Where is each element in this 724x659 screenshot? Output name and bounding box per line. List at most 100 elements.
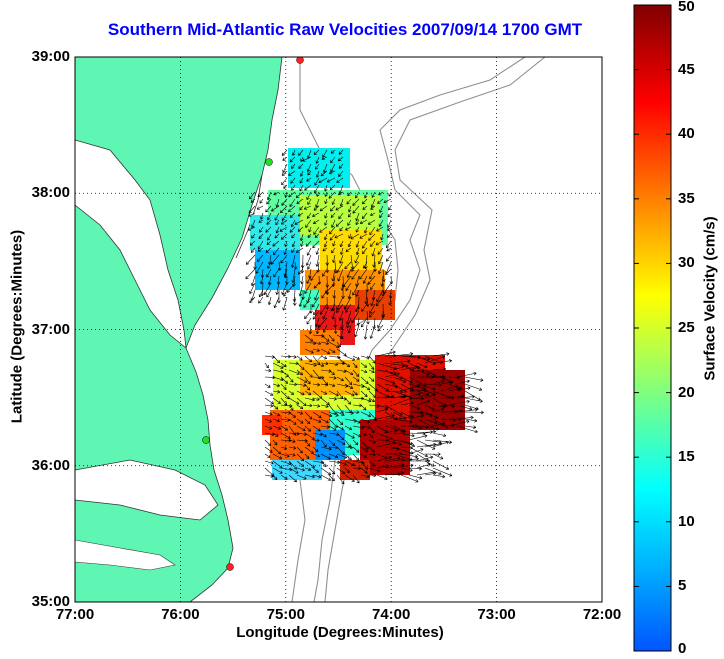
- velocity-arrow: [259, 226, 264, 233]
- velocity-arrow: [351, 268, 360, 280]
- velocity-arrow: [324, 184, 328, 192]
- velocity-arrow: [352, 376, 360, 382]
- velocity-arrow: [356, 317, 361, 326]
- velocity-arrow: [352, 205, 360, 214]
- velocity-arrow: [280, 369, 289, 378]
- velocity-arrow: [280, 205, 288, 214]
- velocity-arrow: [344, 432, 355, 439]
- velocity-arrow: [280, 460, 292, 466]
- velocity-arrow: [369, 324, 376, 339]
- velocity-arrow: [384, 372, 400, 378]
- velocity-arrow: [297, 226, 304, 232]
- velocity-arrow: [296, 474, 307, 480]
- velocity-arrow: [258, 233, 264, 240]
- velocity-arrow: [362, 275, 368, 284]
- velocity-arrow: [336, 361, 346, 366]
- velocity-arrow: [281, 170, 288, 176]
- y-tick-label: 39:00: [31, 48, 70, 65]
- velocity-arrow: [296, 446, 303, 454]
- y-tick-label: 35:00: [31, 593, 70, 610]
- velocity-arrow: [280, 397, 288, 406]
- velocity-arrow: [328, 397, 337, 401]
- velocity-arrow: [367, 219, 376, 225]
- velocity-arrow: [464, 425, 477, 429]
- velocity-arrow: [270, 254, 280, 265]
- velocity-arrow: [264, 425, 273, 430]
- velocity-arrow: [328, 390, 339, 397]
- velocity-arrow: [448, 386, 462, 392]
- velocity-arrow: [313, 205, 320, 211]
- velocity-arrow: [314, 289, 320, 301]
- velocity-arrow: [304, 460, 315, 468]
- velocity-arrow: [456, 371, 477, 378]
- velocity-arrow: [329, 233, 336, 241]
- velocity-arrow: [305, 219, 312, 228]
- velocity-arrow: [280, 432, 291, 439]
- velocity-arrow: [350, 254, 355, 270]
- velocity-arrow: [267, 296, 272, 305]
- velocity-arrow: [432, 367, 447, 371]
- velocity-arrow: [304, 369, 313, 378]
- velocity-arrow: [288, 411, 296, 418]
- velocity-arrow: [456, 404, 473, 411]
- velocity-arrow: [299, 205, 304, 211]
- velocity-arrow: [319, 226, 328, 233]
- velocity-arrow: [448, 375, 461, 380]
- velocity-arrow: [376, 413, 395, 420]
- velocity-arrow: [348, 212, 352, 218]
- velocity-arrow: [320, 474, 332, 481]
- velocity-arrow: [273, 296, 280, 309]
- velocity-arrow: [359, 268, 368, 280]
- velocity-arrow: [272, 439, 278, 446]
- velocity-arrow: [312, 411, 322, 419]
- velocity-arrow: [250, 275, 256, 287]
- velocity-arrow: [345, 310, 352, 325]
- velocity-arrow: [307, 170, 312, 176]
- velocity-arrow: [248, 205, 256, 214]
- velocity-arrow: [387, 219, 392, 228]
- velocity-arrow: [281, 212, 288, 222]
- velocity-arrow: [306, 275, 312, 284]
- velocity-arrow: [400, 432, 415, 438]
- velocity-arrow: [440, 380, 453, 385]
- velocity-arrow: [337, 191, 344, 196]
- velocity-arrow: [273, 268, 280, 278]
- velocity-arrow: [359, 233, 368, 239]
- velocity-arrow: [344, 303, 352, 313]
- velocity-arrow: [288, 191, 296, 198]
- colorbar-tick-label: 0: [678, 640, 687, 657]
- velocity-arrow: [344, 296, 352, 310]
- velocity-arrow: [272, 474, 278, 481]
- velocity-arrow: [264, 397, 274, 405]
- velocity-arrow: [336, 334, 344, 340]
- velocity-arrow: [304, 411, 313, 420]
- velocity-arrow: [369, 226, 376, 236]
- velocity-arrow: [376, 441, 396, 448]
- velocity-arrow: [432, 453, 444, 460]
- velocity-arrow: [386, 254, 392, 262]
- velocity-arrow: [378, 254, 384, 265]
- velocity-arrow: [376, 289, 384, 303]
- velocity-arrow: [464, 397, 483, 403]
- northern-velocity-field: [250, 148, 395, 345]
- velocity-arrow: [345, 226, 352, 231]
- velocity-arrow: [291, 240, 296, 248]
- velocity-arrow: [314, 233, 320, 238]
- velocity-arrow: [297, 212, 304, 217]
- velocity-arrow: [308, 324, 313, 335]
- velocity-arrow: [424, 411, 439, 419]
- velocity-arrow: [408, 448, 424, 455]
- velocity-arrow: [267, 233, 272, 241]
- velocity-arrow: [288, 376, 294, 383]
- x-tick-label: 77:00: [55, 606, 95, 623]
- velocity-arrow: [312, 404, 321, 408]
- velocity-arrow: [312, 453, 320, 458]
- velocity-arrow: [336, 296, 344, 310]
- velocity-arrow: [332, 254, 336, 263]
- velocity-arrow: [344, 362, 351, 368]
- velocity-arrow: [336, 446, 345, 455]
- velocity-arrow: [347, 324, 352, 334]
- velocity-arrow: [456, 415, 474, 420]
- velocity-arrow: [306, 247, 312, 256]
- velocity-arrow: [384, 439, 402, 446]
